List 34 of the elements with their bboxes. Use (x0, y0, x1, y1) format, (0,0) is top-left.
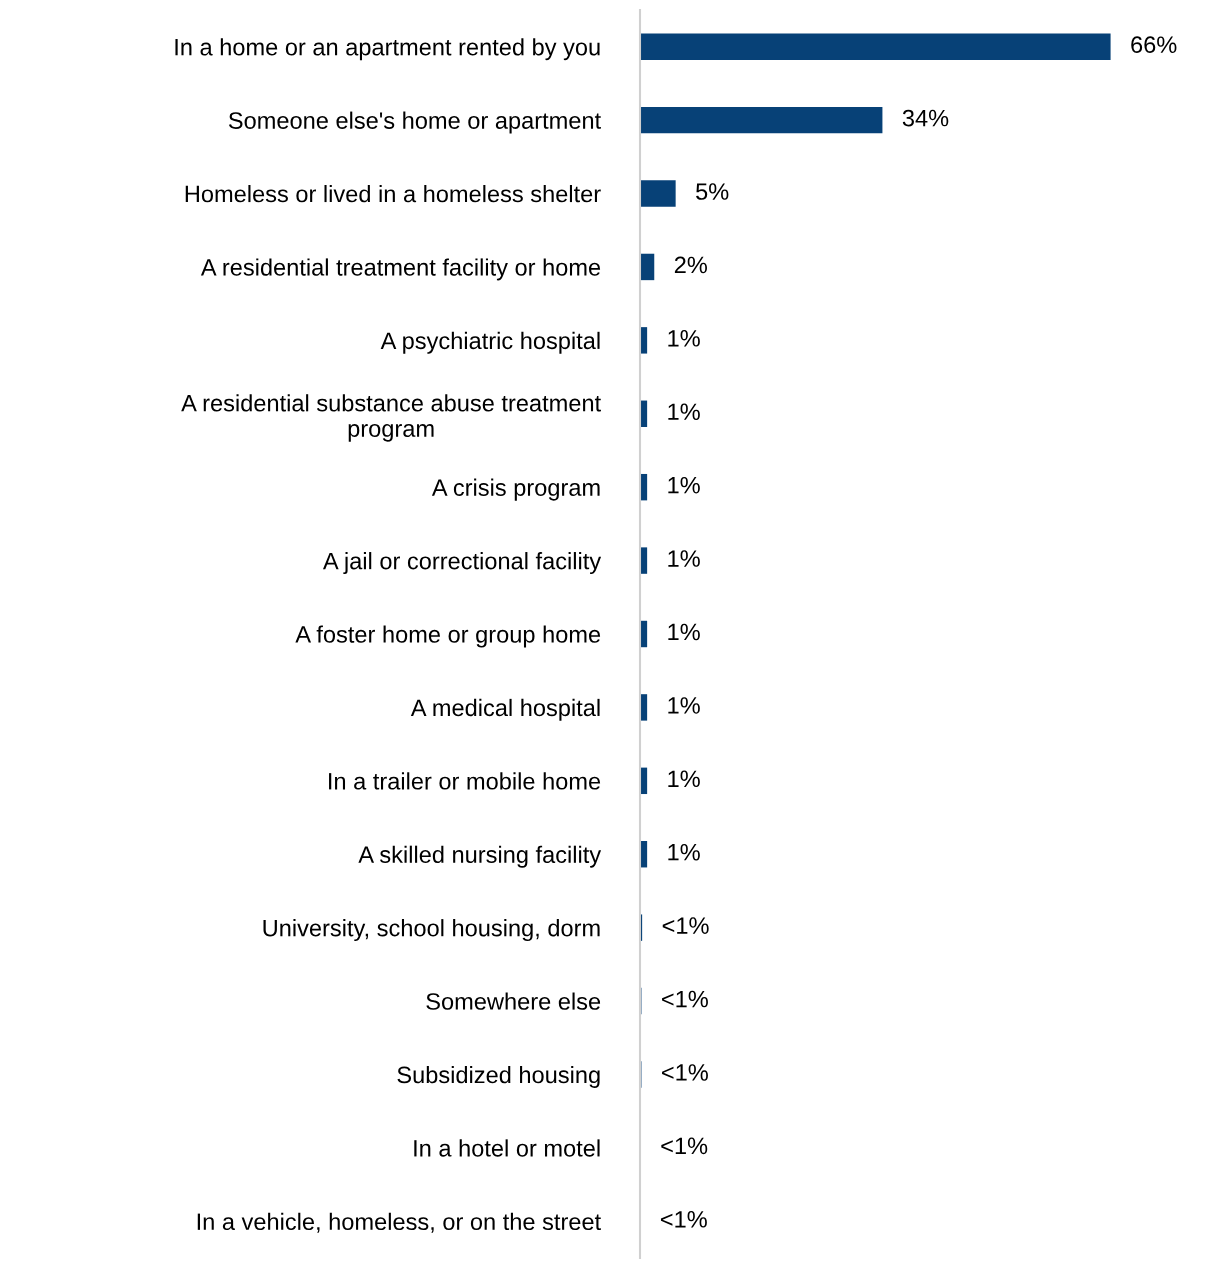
data-label: <1% (662, 917, 709, 934)
y-tick-label: A residential treatment facility or home (200, 258, 601, 281)
y-tick-label: A psychiatric hospital (380, 331, 600, 354)
y-tick-label: A skilled nursing facility (358, 845, 602, 868)
data-label: 66% (1131, 36, 1177, 54)
y-tick-label: Somewhere else (426, 992, 601, 1010)
data-label: 1% (668, 330, 700, 347)
y-tick-label: In a trailer or mobile home (329, 772, 601, 790)
y-tick-label: In a home or an apartment rented by you (175, 38, 600, 61)
data-label: <1% (660, 1211, 707, 1228)
y-tick-label: Someone else's home or apartment (228, 111, 601, 134)
y-tick-label: A residential substance abuse treatment program (181, 394, 601, 442)
y-tick-label: A jail or correctional facility (322, 552, 602, 575)
data-label: 5% (696, 183, 729, 200)
data-label: 1% (668, 550, 700, 567)
data-label: 1% (668, 697, 700, 714)
data-label: <1% (662, 1064, 708, 1081)
data-label: 1% (668, 623, 700, 641)
y-tick-label: A crisis program (431, 478, 600, 501)
y-tick-label: A medical hospital (410, 698, 600, 721)
data-label: 1% (668, 770, 700, 788)
y-tick-label: A foster home or group home (295, 625, 601, 648)
data-label: 2% (674, 256, 707, 274)
data-label: <1% (661, 1137, 708, 1155)
y-tick-label: Homeless or lived in a homeless shelter (185, 184, 601, 203)
y-tick-label: In a vehicle, homeless, or on the street (197, 1212, 601, 1233)
data-label: 1% (668, 403, 700, 421)
data-label: 1% (668, 476, 700, 494)
y-tick-label: Subsidized housing (397, 1065, 600, 1088)
y-tick-label: University, school housing, dorm (263, 919, 600, 942)
data-label: 1% (668, 843, 700, 861)
y-tick-label: In a hotel or motel (414, 1139, 600, 1157)
data-label: <1% (662, 990, 708, 1008)
data-label: 34% (902, 109, 949, 127)
